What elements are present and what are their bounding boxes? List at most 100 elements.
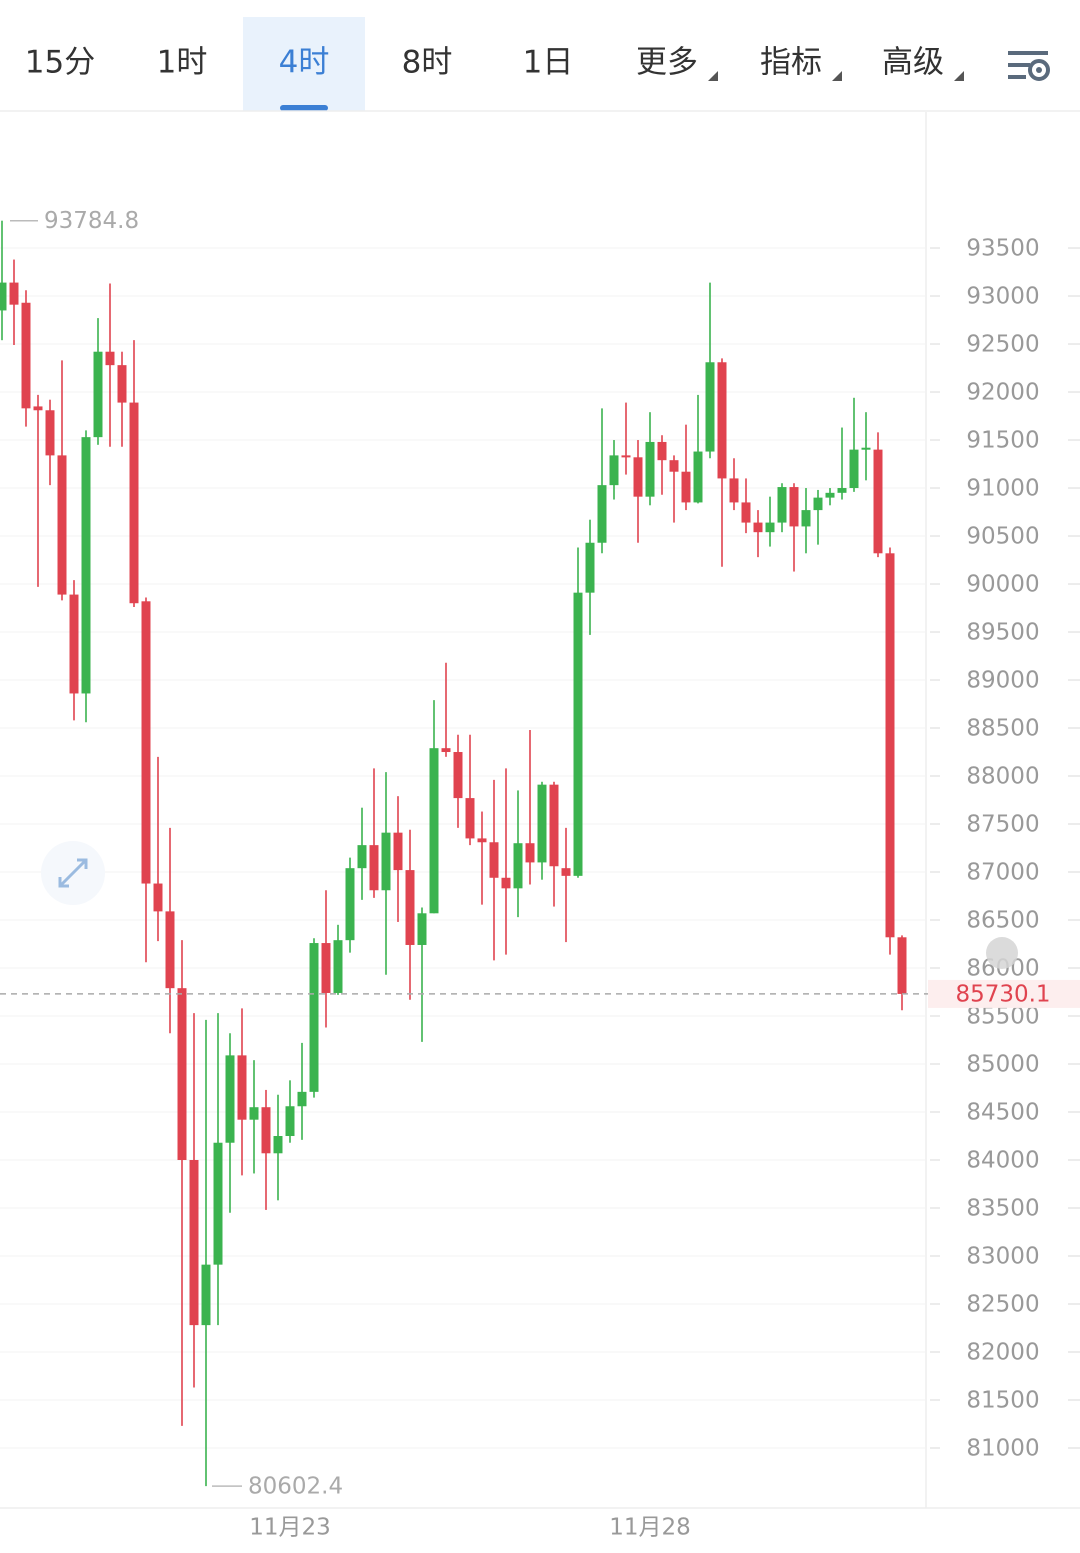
candle-body <box>189 1160 199 1326</box>
candle-body <box>165 911 175 989</box>
candle-body <box>645 441 655 497</box>
candle-body <box>861 447 871 450</box>
candle-body <box>465 798 475 839</box>
last-price-box <box>928 979 1080 1008</box>
candle-body <box>117 365 127 403</box>
candle-body <box>345 868 355 941</box>
candle-body <box>21 302 31 409</box>
max-label: 93784.8 <box>44 208 139 234</box>
k-badge[interactable] <box>986 937 1018 969</box>
tab[interactable]: 15分 <box>25 45 95 81</box>
candle-body <box>501 877 511 889</box>
candle-body <box>537 784 547 863</box>
candle-body <box>777 487 787 523</box>
y-tick-label: 88000 <box>966 764 1039 790</box>
candle-body <box>597 485 607 543</box>
tab[interactable]: 8时 <box>402 45 453 81</box>
candle-body <box>633 457 643 497</box>
candle-body <box>477 838 487 843</box>
candle-body <box>333 940 343 993</box>
candle-body <box>549 784 559 867</box>
candle-body <box>225 1055 235 1143</box>
candle-body <box>33 406 43 411</box>
tab[interactable]: 4时 <box>279 45 330 81</box>
settings-icon[interactable] <box>1008 51 1050 81</box>
candle-body <box>813 497 823 511</box>
candle-body <box>153 883 163 912</box>
candle-body <box>429 748 439 914</box>
candle-body <box>837 488 847 493</box>
y-tick-label: 83000 <box>966 1244 1039 1270</box>
candle-body <box>261 1107 271 1154</box>
x-tick-label: 11月23 <box>249 1515 331 1541</box>
candle-body <box>801 510 811 527</box>
dropdown-triangle <box>954 71 964 81</box>
y-tick-label: 82000 <box>966 1340 1039 1366</box>
candle-body <box>393 832 403 871</box>
y-tick-label: 84000 <box>966 1148 1039 1174</box>
y-tick-label: 92000 <box>966 380 1039 406</box>
candle-body <box>525 843 535 863</box>
expand-button[interactable] <box>41 841 105 905</box>
min-label: 80602.4 <box>248 1474 343 1500</box>
candle-body <box>357 845 367 869</box>
tab[interactable]: 1日 <box>523 45 574 81</box>
y-tick-label: 87500 <box>966 812 1039 838</box>
candle-body <box>417 913 427 945</box>
candle-body <box>453 752 463 799</box>
candle-body <box>309 943 319 1092</box>
candle-body <box>621 455 631 458</box>
candle-body <box>753 522 763 533</box>
candle-body <box>237 1055 247 1120</box>
y-tick-label: 93500 <box>966 236 1039 262</box>
menu[interactable]: 更多 <box>636 45 698 81</box>
menu[interactable]: 指标 <box>760 45 822 81</box>
icon-gear <box>1028 59 1050 81</box>
y-tick-label: 87000 <box>966 860 1039 886</box>
icon-gear-center <box>1036 67 1042 73</box>
candle-body <box>81 437 91 694</box>
active-tab-indicator <box>280 105 328 111</box>
candle-body <box>129 402 139 604</box>
candle-body <box>369 845 379 891</box>
candle-body <box>585 542 595 593</box>
candle-body <box>201 1264 211 1326</box>
candle-body <box>273 1136 283 1154</box>
candle-body <box>657 441 667 461</box>
y-tick-label: 92500 <box>966 332 1039 358</box>
y-tick-label: 91000 <box>966 476 1039 502</box>
candle-body <box>741 502 751 523</box>
y-tick-label: 89500 <box>966 620 1039 646</box>
candle-body <box>561 868 571 876</box>
candle-body <box>105 351 115 366</box>
tab[interactable]: 1时 <box>157 45 208 81</box>
candle-body <box>573 592 583 876</box>
candle-body <box>249 1107 259 1120</box>
candle-body <box>297 1091 307 1107</box>
candle-body <box>141 601 151 884</box>
candle-body <box>849 449 859 489</box>
candle-body <box>885 553 895 938</box>
candle-body <box>765 522 775 533</box>
candle-body <box>513 843 523 889</box>
candle-body <box>0 282 7 311</box>
menu[interactable]: 高级 <box>882 45 944 81</box>
active-tab-bg <box>243 17 365 111</box>
candle-body <box>681 471 691 503</box>
y-tick-label: 93000 <box>966 284 1039 310</box>
toolbar: 15分 1时 4时 8时 1日 更多 指标 高级 <box>25 17 964 111</box>
candle-body <box>441 748 451 753</box>
candle-body <box>321 943 331 993</box>
candle-body <box>729 478 739 503</box>
dropdown-triangle <box>708 71 718 81</box>
grid <box>0 247 1080 1449</box>
candle-body <box>177 988 187 1161</box>
candle-body <box>693 451 703 503</box>
y-tick-label: 90000 <box>966 572 1039 598</box>
candle-body <box>825 492 835 498</box>
candle-body <box>873 449 883 554</box>
y-tick-label: 84500 <box>966 1100 1039 1126</box>
last-price-label: 85730.1 <box>955 981 1050 1007</box>
